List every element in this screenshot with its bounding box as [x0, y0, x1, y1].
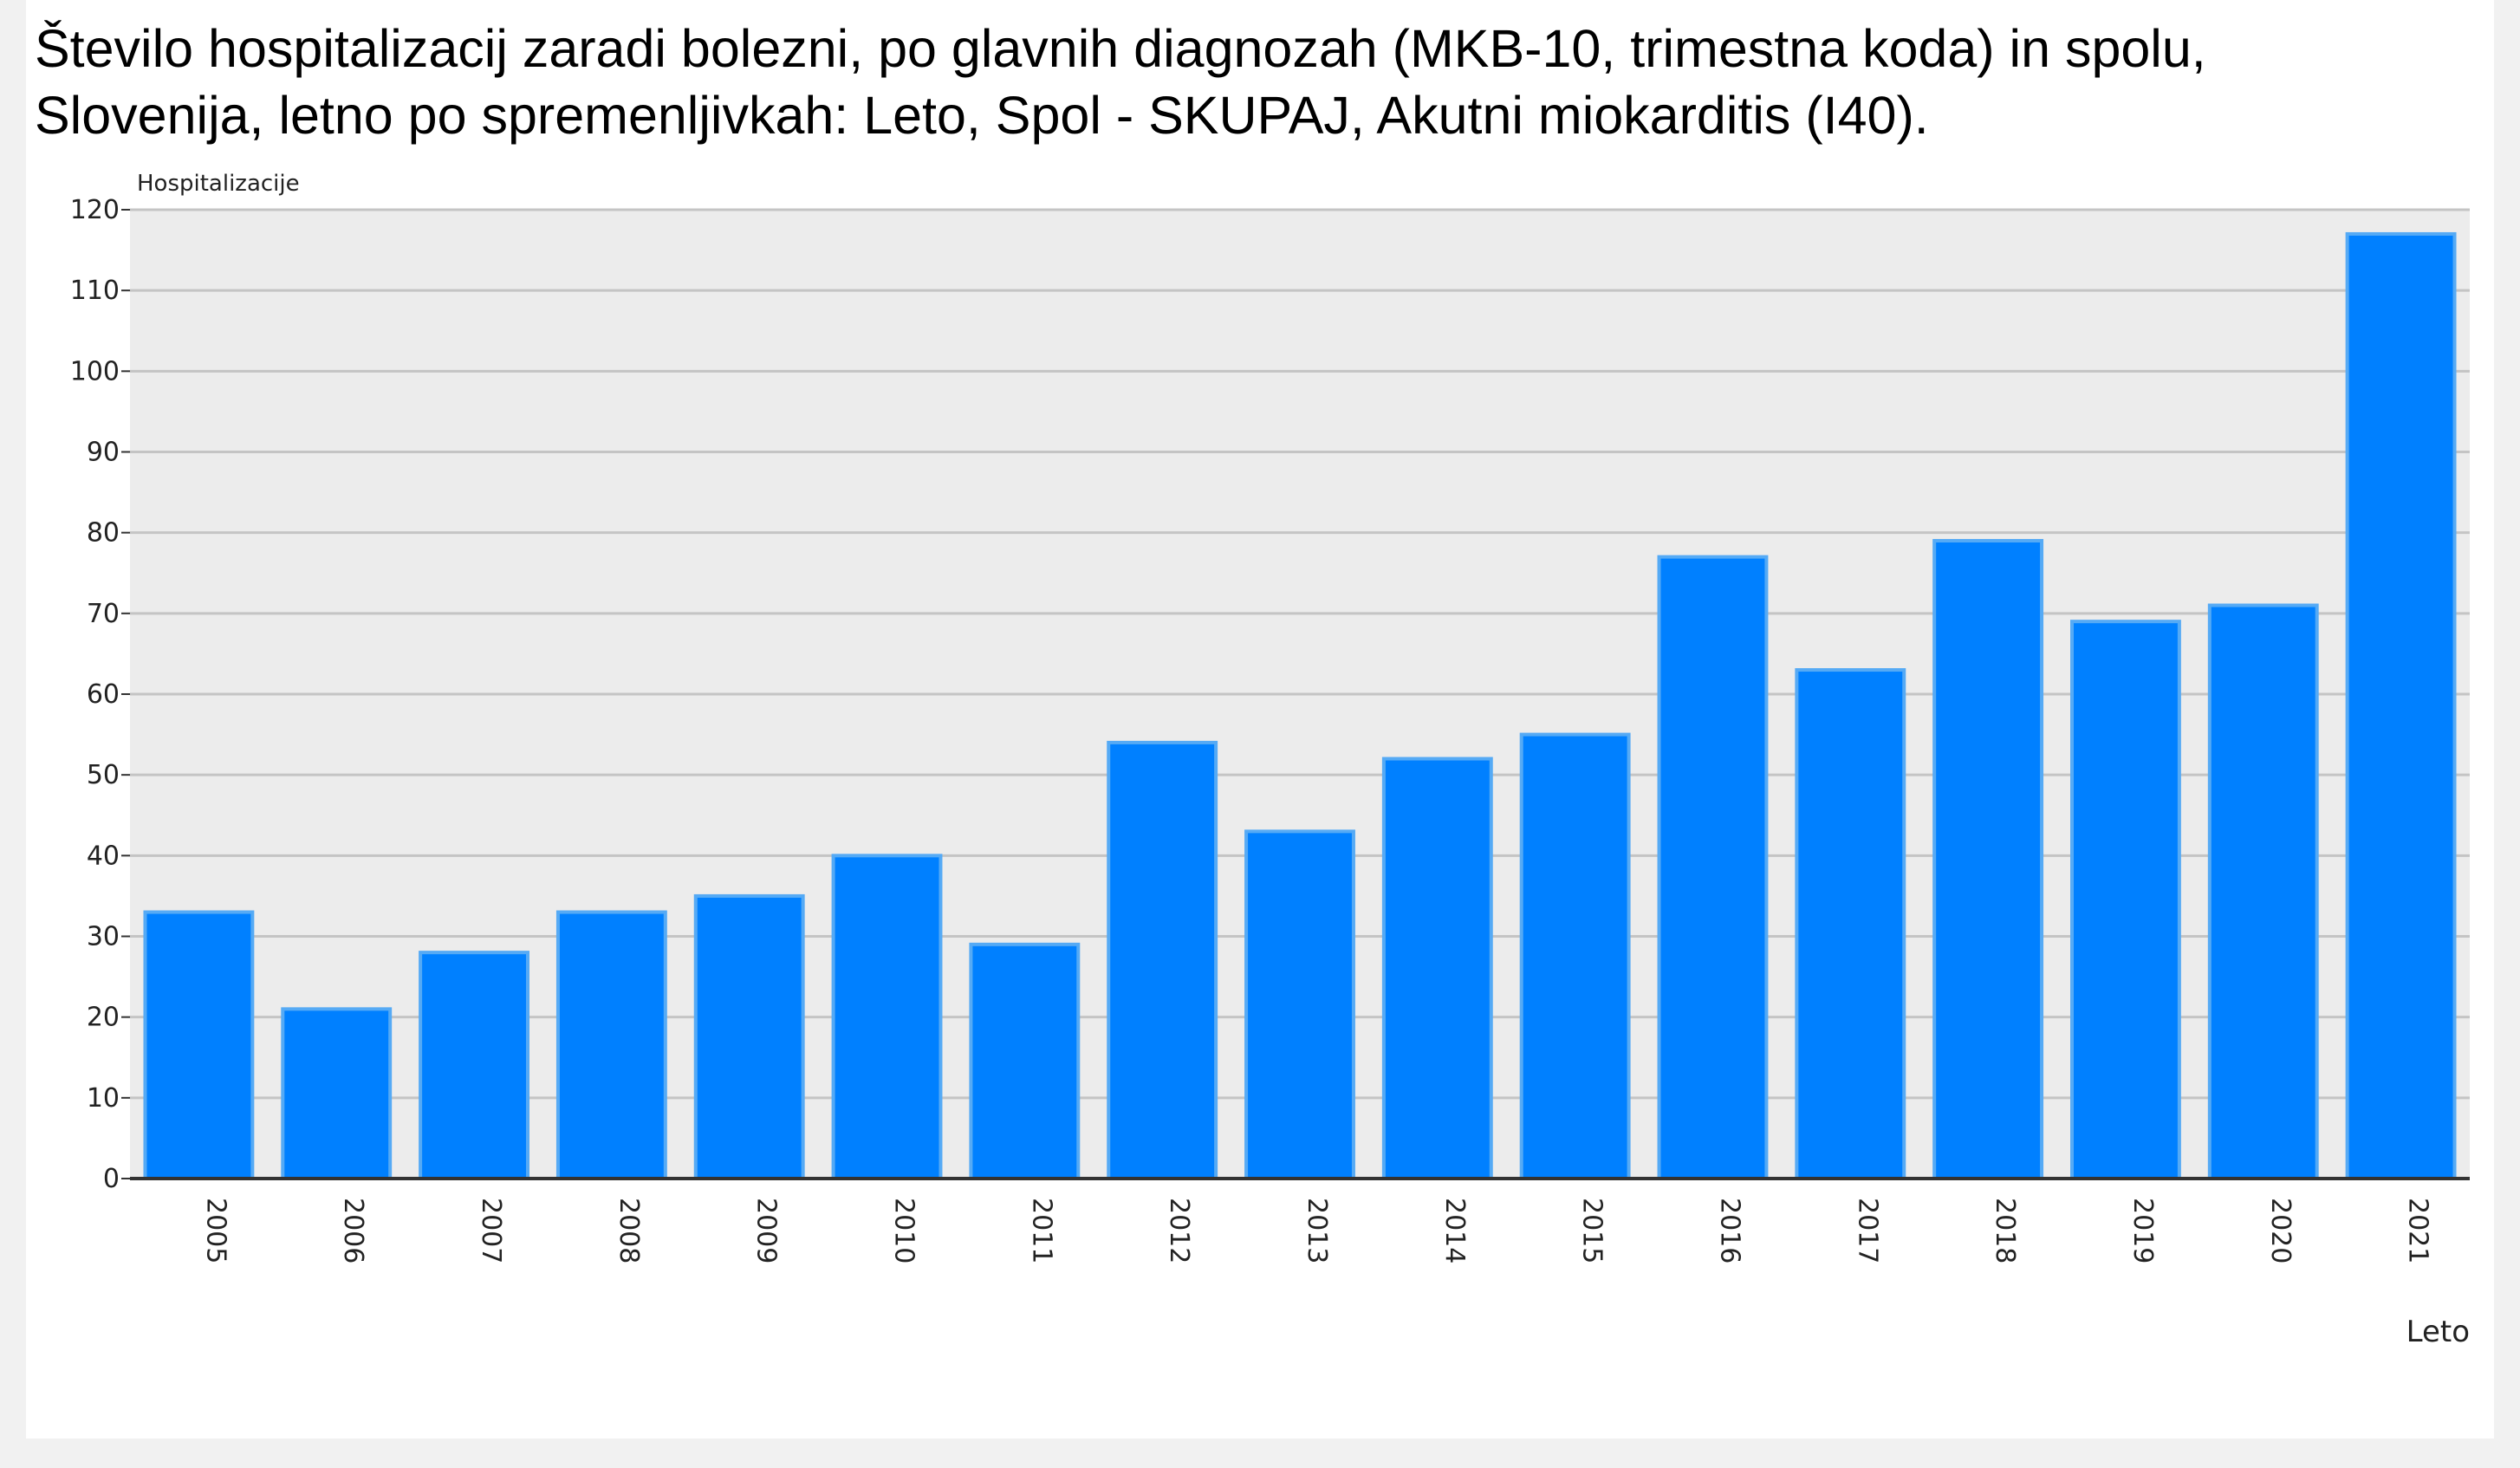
- y-tick-label: 30: [87, 922, 120, 952]
- y-tick-label: 40: [87, 841, 120, 871]
- bar: [1107, 740, 1218, 1181]
- chart-title-line-2: Slovenija, letno po spremenljivkah: Leto…: [35, 86, 1929, 145]
- bar: [1932, 538, 2044, 1180]
- x-tick-label: 2007: [476, 1198, 506, 1263]
- bar: [1657, 555, 1769, 1180]
- y-axis: 0 10 20 30 40 50 60 70 80 90 100 110 120: [70, 195, 130, 1194]
- x-tick-label: 2012: [1164, 1198, 1194, 1263]
- x-tick-label: 2015: [1577, 1198, 1607, 1263]
- x-tick-label: 2016: [1714, 1198, 1744, 1263]
- chart-title-line-1: Število hospitalizacij zaradi bolezni, p…: [35, 19, 2206, 78]
- bar: [1519, 732, 1631, 1180]
- bar: [2207, 603, 2319, 1180]
- x-tick-label: 2019: [2127, 1198, 2158, 1263]
- x-tick-label: 2021: [2403, 1198, 2433, 1263]
- bar: [419, 951, 529, 1180]
- bar: [1244, 829, 1355, 1181]
- y-tick-label: 120: [70, 195, 120, 225]
- x-axis-label: Leto: [2406, 1315, 2470, 1349]
- chart-title: Število hospitalizacij zaradi bolezni, p…: [35, 16, 2444, 149]
- y-tick-label: 80: [87, 518, 120, 549]
- y-tick-label: 10: [87, 1083, 120, 1114]
- y-tick-label: 20: [87, 1003, 120, 1033]
- x-tick-label: 2020: [2265, 1198, 2296, 1263]
- y-axis-label: Hospitalizacije: [137, 171, 300, 197]
- x-axis: 2005 2006 2007 2008 2009 2010 2011 2012 2013 2014…: [200, 1198, 2432, 1263]
- bar: [281, 1007, 393, 1180]
- bar: [555, 910, 667, 1181]
- x-tick-label: 2013: [1302, 1198, 1332, 1263]
- bar: [831, 854, 943, 1180]
- bar: [2070, 620, 2181, 1180]
- x-tick-label: 2010: [889, 1198, 919, 1263]
- x-tick-label: 2008: [614, 1198, 644, 1263]
- y-tick-label: 100: [70, 356, 120, 386]
- y-tick-label: 70: [87, 599, 120, 629]
- y-tick-label: 90: [87, 438, 120, 468]
- x-tick-label: 2011: [1026, 1198, 1056, 1263]
- bars: [143, 231, 2457, 1181]
- x-tick-label: 2014: [1439, 1198, 1470, 1263]
- x-tick-label: 2005: [200, 1198, 231, 1263]
- y-tick-label: 0: [103, 1164, 120, 1194]
- y-tick-label: 110: [70, 276, 120, 306]
- bar: [969, 942, 1081, 1180]
- bar: [2345, 231, 2457, 1181]
- bar: [1381, 757, 1493, 1180]
- x-tick-label: 2018: [1990, 1198, 2020, 1263]
- x-tick-label: 2009: [751, 1198, 782, 1263]
- bar: [693, 893, 805, 1180]
- bar: [143, 910, 255, 1181]
- x-tick-label: 2006: [338, 1198, 368, 1263]
- bar: [1795, 668, 1906, 1180]
- y-tick-label: 50: [87, 760, 120, 790]
- y-tick-label: 60: [87, 679, 120, 710]
- x-tick-label: 2017: [1852, 1198, 1882, 1263]
